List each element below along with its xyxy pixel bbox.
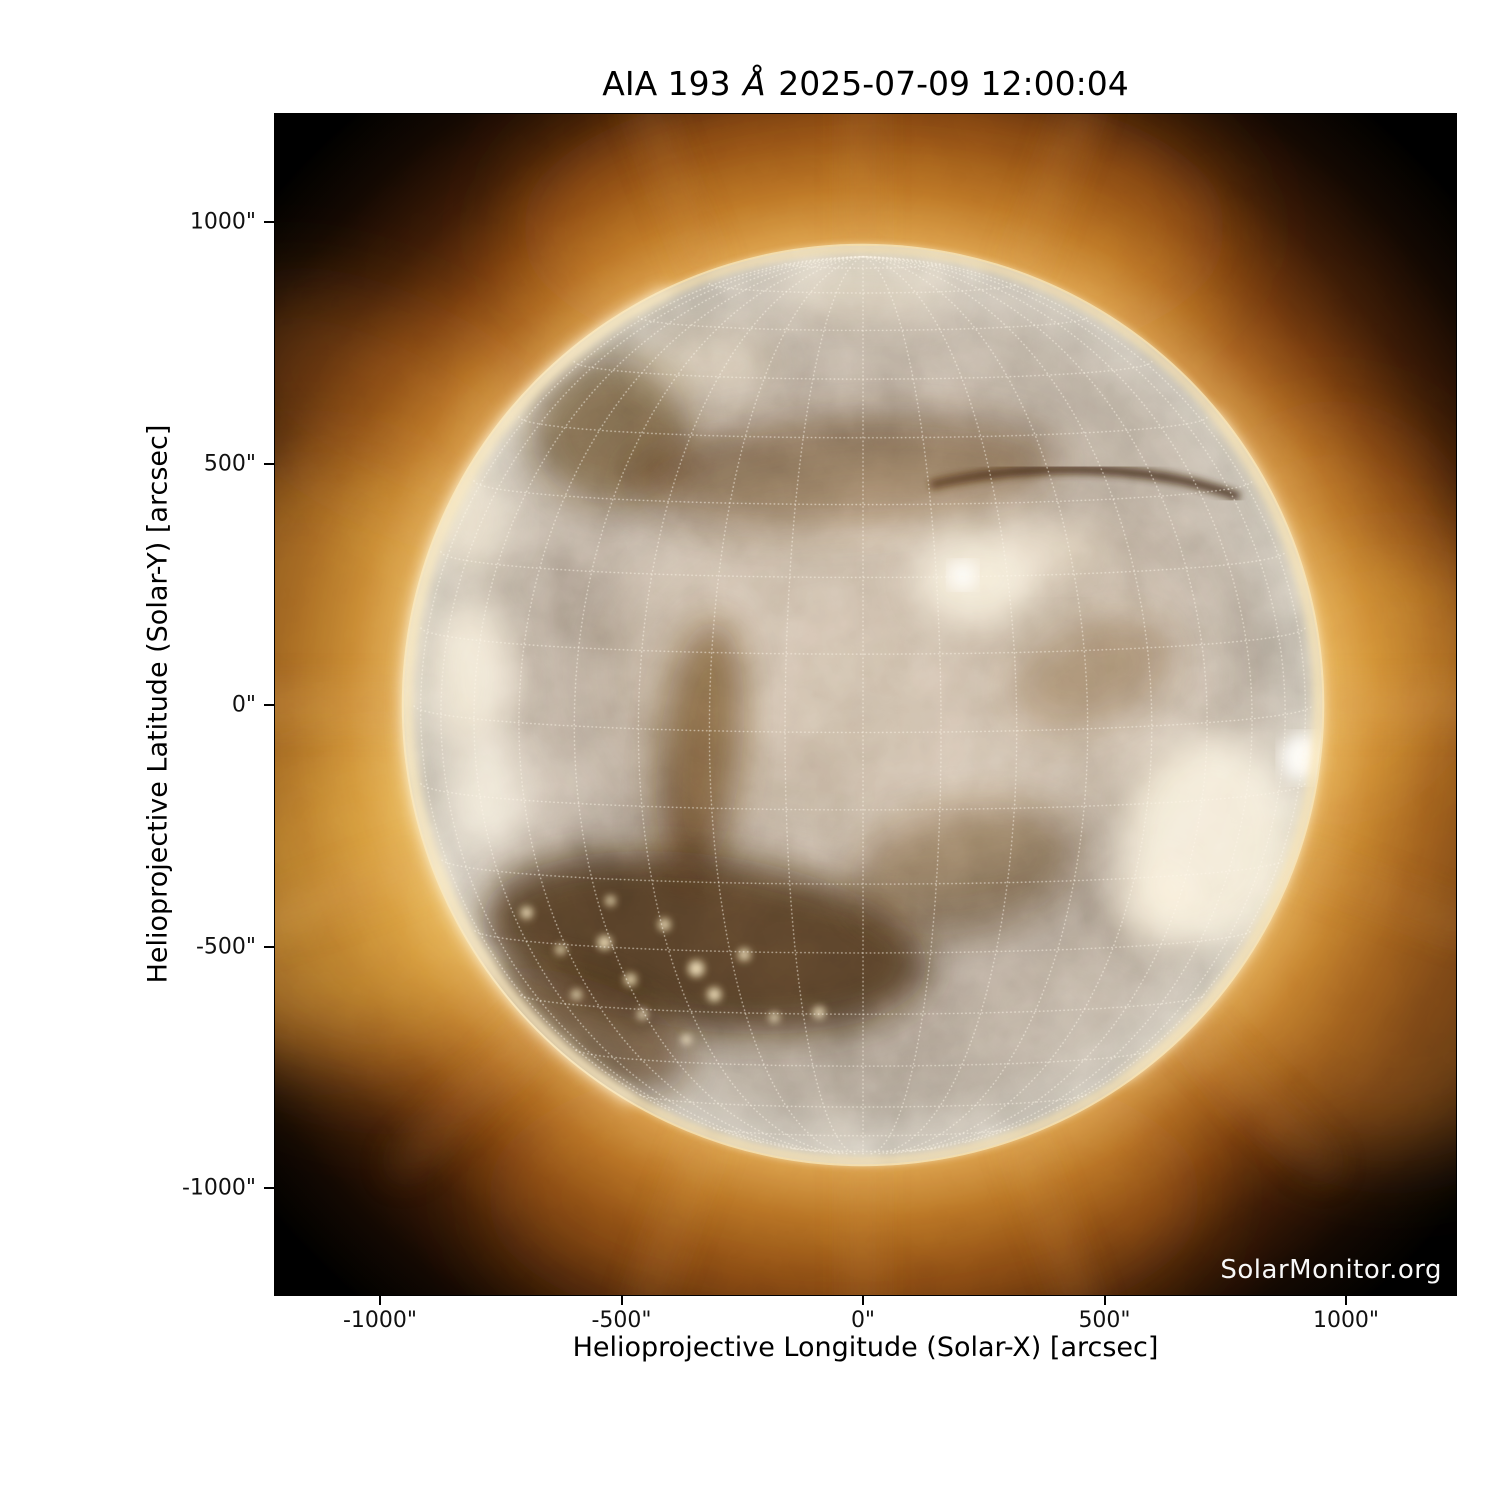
y-tick-label: -1000" bbox=[181, 1175, 256, 1201]
x-tick-mark bbox=[1345, 1296, 1347, 1305]
y-tick-mark bbox=[264, 704, 274, 706]
x-tick-label: 500" bbox=[1078, 1308, 1131, 1333]
y-tick-label: 500" bbox=[203, 451, 256, 476]
x-tick-mark bbox=[1103, 1296, 1106, 1305]
y-tick-label: 0" bbox=[231, 692, 256, 718]
y-tick-label: 1000" bbox=[189, 209, 256, 235]
y-tick-mark bbox=[264, 462, 274, 465]
y-tick-mark bbox=[264, 221, 274, 223]
y-tick-mark bbox=[264, 945, 274, 948]
sun-image bbox=[275, 114, 1456, 1295]
x-tick-label: 0" bbox=[850, 1308, 876, 1333]
x-axis-label: Helioprojective Longitude (Solar-X) [arc… bbox=[572, 1332, 1159, 1363]
x-tick-label: 1000" bbox=[1312, 1308, 1380, 1333]
watermark: SolarMonitor.org bbox=[1220, 1255, 1442, 1285]
x-tick-mark bbox=[862, 1296, 864, 1305]
x-tick-mark bbox=[620, 1296, 623, 1305]
page-title: AIA 193 Å 2025-07-09 12:00:04 bbox=[274, 64, 1457, 104]
plot-area: SolarMonitor.org bbox=[274, 113, 1457, 1296]
title-angstrom-symbol: Å bbox=[743, 64, 766, 103]
x-tick-label: -500" bbox=[591, 1308, 652, 1333]
title-datetime: 2025-07-09 12:00:04 bbox=[767, 64, 1129, 103]
y-axis-label: Helioprojective Latitude (Solar-Y) [arcs… bbox=[142, 424, 174, 984]
title-instrument: AIA 193 bbox=[602, 64, 742, 103]
y-tick-label: -500" bbox=[195, 934, 256, 959]
y-tick-mark bbox=[264, 1187, 274, 1189]
x-tick-mark bbox=[379, 1296, 381, 1305]
x-tick-label: -1000" bbox=[342, 1308, 418, 1333]
